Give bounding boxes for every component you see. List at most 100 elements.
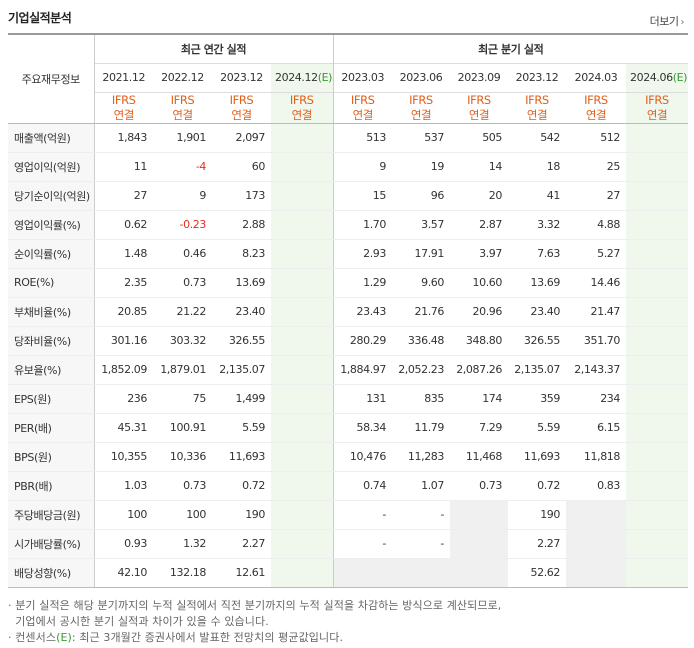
period-header: 2024.03 — [566, 62, 626, 92]
row-label: 부채비율(%) — [8, 296, 94, 327]
table-cell: 42.10 — [93, 558, 153, 588]
table-row: EPS(원) 236 75 1,499 131 835 174 359 234 — [8, 383, 688, 414]
table-cell: 537 — [392, 123, 450, 153]
table-cell: 10,355 — [93, 442, 153, 472]
table-cell — [626, 442, 688, 472]
table-cell — [332, 558, 392, 588]
table-cell: 9.60 — [392, 268, 450, 298]
table-cell: 2.93 — [332, 239, 392, 269]
ifrs-label: IFRS — [289, 92, 314, 107]
table-cell: 1,901 — [153, 123, 212, 153]
table-cell: 2.87 — [450, 209, 508, 240]
table-cell: 2.35 — [93, 268, 153, 298]
table-cell — [392, 558, 450, 588]
table-cell — [271, 209, 333, 240]
table-cell: 351.70 — [566, 326, 626, 356]
ifrs-header: IFRS 연결 — [93, 91, 153, 124]
table-row: 시가배당률(%) 0.93 1.32 2.27- -2.27 — [8, 529, 688, 559]
table-cell: 2,052.23 — [392, 355, 450, 385]
annual-group-header: 최근 연간 실적 — [93, 33, 333, 63]
period-label: 2023.12 — [220, 71, 263, 84]
table-cell — [566, 529, 626, 559]
table-cell: 513 — [332, 123, 392, 153]
table-row: ROE(%) 2.35 0.73 13.69 1.29 9.60 10.60 13.69 14.… — [8, 268, 688, 298]
table-row: 당좌비율(%) 301.16 303.32 326.55 280.29 336.48 348… — [8, 326, 688, 356]
table-cell: 1.32 — [153, 529, 212, 559]
table-cell: 17.91 — [392, 239, 450, 269]
table-cell: 52.62 — [508, 558, 566, 588]
table-cell: 5.27 — [566, 239, 626, 269]
table-cell: 2,097 — [212, 123, 271, 153]
table-cell: 5.59 — [212, 413, 271, 443]
ifrs-label: IFRS — [229, 92, 254, 107]
table-cell: 11,283 — [392, 442, 450, 472]
table-cell: 1.48 — [93, 239, 153, 269]
table-cell: 1.70 — [332, 209, 392, 240]
table-cell: 45.31 — [93, 413, 153, 443]
table-cell: 348.80 — [450, 326, 508, 356]
table-cell: 100 — [153, 499, 212, 530]
period-header: 2022.12 — [153, 62, 212, 92]
table-cell: 2.27 — [212, 529, 271, 559]
consolidated-label: 연결 — [172, 107, 193, 122]
table-cell: 21.76 — [392, 296, 450, 327]
ifrs-header: IFRS 연결 — [450, 91, 508, 124]
ifrs-label: IFRS — [350, 92, 375, 107]
ifrs-header: IFRS 연결 — [332, 91, 392, 124]
note-estimate-marker: (E) — [56, 631, 72, 644]
note-line-2: 기업에서 공시한 분기 실적과 차이가 있을 수 있습니다. — [8, 615, 269, 628]
table-cell: 58.34 — [332, 413, 392, 443]
table-cell — [626, 383, 688, 414]
table-cell — [271, 239, 333, 269]
table-row: BPS(원) 10,355 10,336 11,693 10,476 11,283 11,4… — [8, 442, 688, 472]
table-row: 주당배당금(원) 100 100 190- -190 — [8, 499, 688, 530]
table-cell — [626, 152, 688, 182]
table-cell: 301.16 — [93, 326, 153, 356]
row-label: 매출액(억원) — [8, 123, 94, 153]
table-cell: 505 — [450, 123, 508, 153]
table-cell: 2,135.07 — [212, 355, 271, 385]
table-cell: 0.73 — [450, 471, 508, 501]
table-cell: - — [332, 529, 392, 559]
table-row: 유보율(%) 1,852.09 1,879.01 2,135.07 1,884.97 2,… — [8, 355, 688, 385]
table-cell: 326.55 — [508, 326, 566, 356]
more-link[interactable]: 더보기 › — [650, 13, 685, 29]
table-cell: 280.29 — [332, 326, 392, 356]
table-cell: 132.18 — [153, 558, 212, 588]
period-header: 2023.03 — [332, 62, 392, 92]
period-header: 2023.06 — [392, 62, 450, 92]
table-cell: 23.43 — [332, 296, 392, 327]
table-cell: 0.72 — [212, 471, 271, 501]
consolidated-label: 연결 — [291, 107, 313, 122]
table-cell: 11.79 — [392, 413, 450, 443]
consolidated-label: 연결 — [352, 107, 374, 122]
table-cell — [271, 471, 333, 501]
table-cell — [271, 558, 333, 588]
ifrs-header: IFRS 연결 — [626, 91, 688, 124]
table-cell: 542 — [508, 123, 566, 153]
table-cell: 18 — [508, 152, 566, 182]
table-cell: 14 — [450, 152, 508, 182]
consolidated-label: 연결 — [646, 107, 668, 122]
row-label: 영업이익률(%) — [8, 209, 94, 240]
table-cell: 11,818 — [566, 442, 626, 472]
quarter-group-header: 최근 분기 실적 — [332, 33, 688, 63]
ifrs-label: IFRS — [645, 92, 669, 107]
consolidated-label: 연결 — [231, 107, 252, 122]
table-cell: 100.91 — [153, 413, 212, 443]
table-cell — [626, 296, 688, 327]
estimate-marker: (E) — [317, 71, 333, 84]
table-cell: - — [392, 529, 450, 559]
period-label: 2022.12 — [161, 71, 204, 84]
section-title: 기업실적분석 — [8, 11, 72, 25]
consolidated-label: 연결 — [468, 107, 490, 122]
table-cell: 7.63 — [508, 239, 566, 269]
table-row: 당기순이익(억원) 27 9 173 15 96 20 41 27 — [8, 181, 688, 211]
ifrs-label: IFRS — [525, 92, 549, 107]
table-cell — [626, 209, 688, 240]
table-cell: 20 — [450, 181, 508, 211]
table-cell: - — [332, 499, 392, 530]
table-cell: 1,884.97 — [332, 355, 392, 385]
table-cell: 11 — [93, 152, 153, 182]
ifrs-header: IFRS 연결 — [508, 91, 566, 124]
